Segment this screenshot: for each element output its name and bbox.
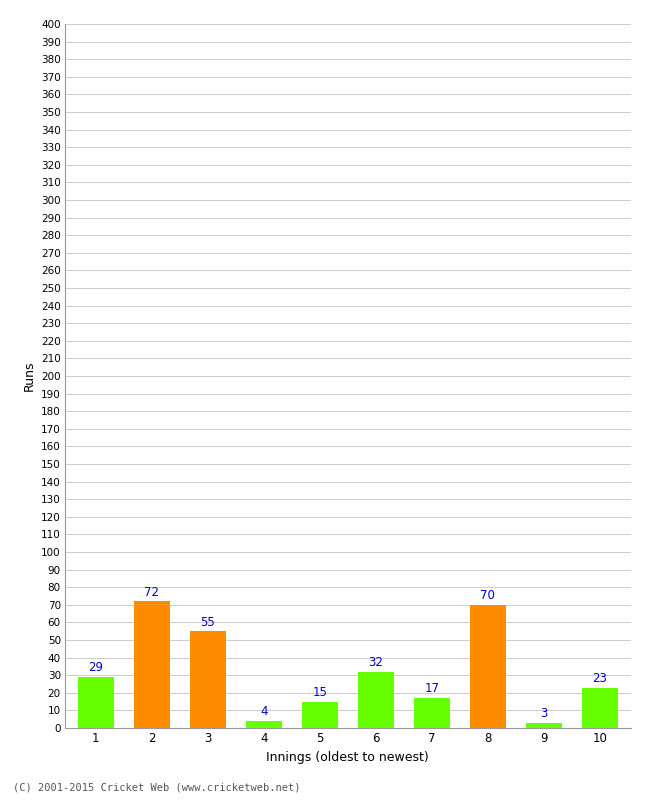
Text: 72: 72 (144, 586, 159, 598)
Bar (358, 672, 394, 728)
Text: 4: 4 (260, 706, 268, 718)
Bar (134, 602, 170, 728)
Text: 29: 29 (88, 662, 103, 674)
Text: 23: 23 (592, 672, 607, 685)
Bar (525, 722, 562, 728)
Text: 55: 55 (200, 615, 215, 629)
Bar (413, 698, 450, 728)
Text: 3: 3 (540, 707, 547, 720)
Text: 15: 15 (312, 686, 327, 699)
X-axis label: Innings (oldest to newest): Innings (oldest to newest) (266, 750, 429, 764)
Text: 70: 70 (480, 589, 495, 602)
Text: 17: 17 (424, 682, 439, 695)
Bar (246, 721, 282, 728)
Text: 32: 32 (369, 656, 383, 669)
Bar (77, 677, 114, 728)
Bar (582, 687, 618, 728)
Bar (469, 605, 506, 728)
Bar (190, 631, 226, 728)
Y-axis label: Runs: Runs (23, 361, 36, 391)
Bar (302, 702, 338, 728)
Text: (C) 2001-2015 Cricket Web (www.cricketweb.net): (C) 2001-2015 Cricket Web (www.cricketwe… (13, 782, 300, 792)
